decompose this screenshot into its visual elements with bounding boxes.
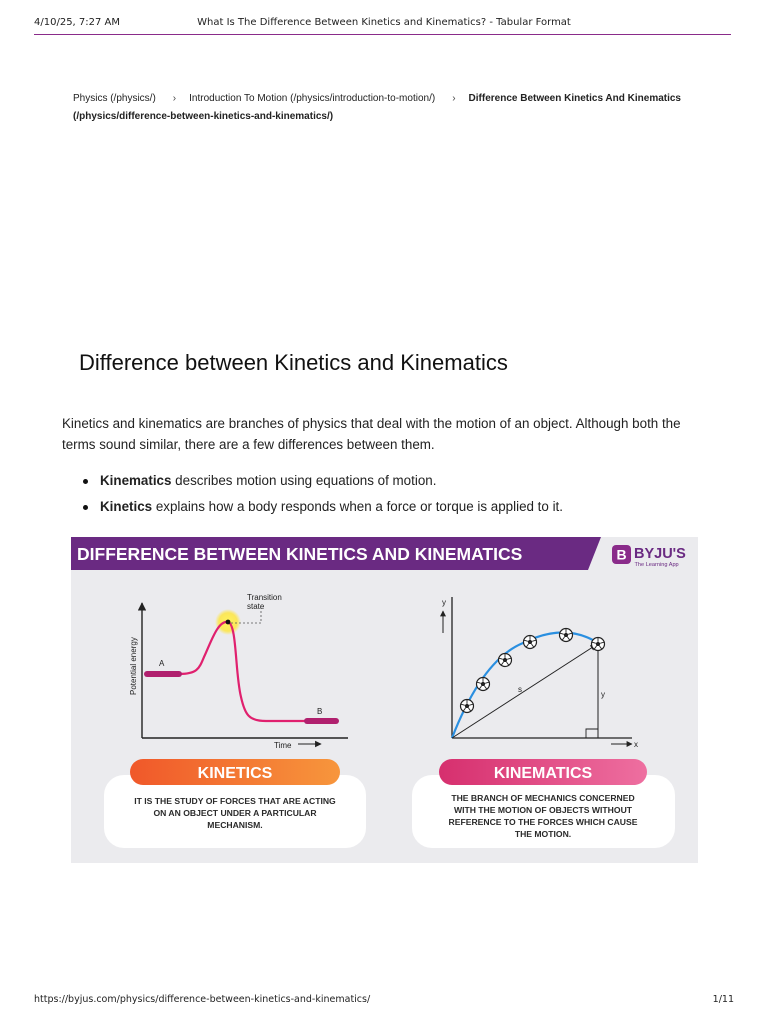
kinetics-desc-line3: MECHANISM.: [207, 820, 262, 830]
soccer-ball-icon: [497, 652, 513, 668]
kinematics-desc-line1: THE BRANCH OF MECHANICS CONCERNED: [451, 793, 634, 803]
breadcrumb-separator-icon: ›: [452, 93, 456, 104]
differences-list: Kinematics describes motion using equati…: [79, 471, 699, 523]
kinematics-card-box: [412, 775, 675, 848]
kinematics-desc-line2: WITH THE MOTION OF OBJECTS WITHOUT: [454, 805, 633, 815]
x-axis-label: Time: [274, 741, 292, 750]
page-url: https://byjus.com/physics/difference-bet…: [34, 994, 371, 1005]
kinetics-desc-line1: IT IS THE STUDY OF FORCES THAT ARE ACTIN…: [134, 796, 336, 806]
breadcrumb-item-physics[interactable]: Physics (/physics/): [73, 93, 156, 104]
kinematics-projectile-diagram: y x s y: [440, 597, 638, 749]
y-axis-label: Potential energy: [129, 637, 138, 695]
displacement-arrow: [451, 644, 597, 739]
bullet-text: explains how a body responds when a forc…: [152, 499, 563, 514]
print-page-title: What Is The Difference Between Kinetics …: [197, 17, 571, 28]
height-label: y: [601, 690, 605, 699]
breadcrumb-separator-icon: ›: [172, 93, 177, 104]
breadcrumb: Physics (/physics/) › Introduction To Moti…: [73, 90, 693, 126]
kinetics-label: KINETICS: [198, 765, 273, 782]
soccer-ball-icon: [558, 627, 574, 643]
bullet-term: Kinematics: [100, 473, 172, 488]
header-divider: [34, 34, 731, 35]
byjus-logo-icon: [612, 545, 631, 564]
breadcrumb-item-current[interactable]: Difference Between Kinetics And Kinemati…: [73, 93, 681, 122]
transition-state-leader: [231, 608, 262, 624]
kinematics-desc-line3: REFERENCE TO THE FORCES WHICH CAUSE: [449, 817, 638, 827]
x-axis-label: x: [634, 740, 638, 749]
right-angle-marker: [585, 728, 598, 738]
soccer-ball-icon: [459, 698, 475, 714]
y-axis-label: y: [442, 598, 446, 607]
page-title: Difference between Kinetics and Kinemati…: [79, 350, 508, 375]
infographic-banner: [71, 537, 601, 570]
kinetics-card-box: [104, 775, 366, 848]
print-datetime: 4/10/25, 7:27 AM: [34, 17, 121, 28]
kinetics-card: KINETICS IT IS THE STUDY OF FORCES THAT …: [104, 759, 366, 848]
page-number: 1/11: [712, 994, 734, 1005]
point-a-label: A: [159, 659, 165, 668]
brand-tagline: The Learning App: [635, 562, 679, 568]
kinetics-desc-line2: ON AN OBJECT UNDER A PARTICULAR: [153, 808, 317, 818]
kinematics-card: KINEMATICS THE BRANCH OF MECHANICS CONCE…: [412, 759, 675, 848]
transition-state-point: [225, 619, 231, 625]
kinematics-pill: [439, 759, 647, 785]
print-footer: https://byjus.com/physics/difference-bet…: [34, 994, 734, 1008]
kinetics-vs-kinematics-infographic: DIFFERENCE BETWEEN KINETICS AND KINEMATI…: [71, 537, 698, 863]
list-item: Kinetics explains how a body responds wh…: [79, 497, 699, 523]
soccer-ball-icon: [475, 676, 491, 692]
point-b-label: B: [317, 707, 322, 716]
intro-paragraph: Kinetics and kinematics are branches of …: [62, 416, 681, 452]
kinematics-label: KINEMATICS: [494, 765, 593, 782]
soccer-ball-icon: [522, 634, 538, 650]
transition-label-line1: Transition: [247, 593, 282, 602]
list-item: Kinematics describes motion using equati…: [79, 471, 699, 497]
infographic-banner-title: DIFFERENCE BETWEEN KINETICS AND KINEMATI…: [77, 544, 522, 564]
kinetics-energy-diagram: Potential energy Time Transition state A…: [129, 593, 348, 750]
print-header: 4/10/25, 7:27 AM What Is The Difference …: [34, 17, 734, 31]
transition-label-line2: state: [247, 602, 265, 611]
bullet-term: Kinetics: [100, 499, 153, 514]
byjus-logo-letter: B: [616, 547, 626, 563]
soccer-ball-icon: [590, 636, 606, 652]
kinematics-desc-line4: THE MOTION.: [515, 829, 571, 839]
displacement-label: s: [518, 685, 522, 694]
bullet-text: describes motion using equations of moti…: [171, 473, 437, 488]
brand-name: BYJU'S: [634, 546, 686, 562]
byjus-logo: B BYJU'S The Learning App: [612, 545, 686, 568]
kinetics-pill: [130, 759, 340, 785]
breadcrumb-item-introduction-to-motion[interactable]: Introduction To Motion (/physics/introdu…: [189, 93, 436, 104]
